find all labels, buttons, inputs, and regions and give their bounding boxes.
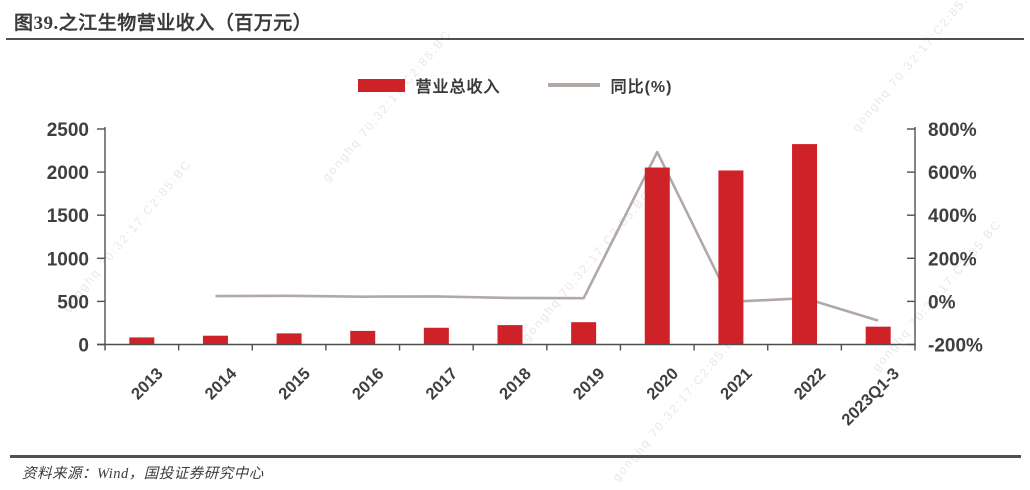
right-axis-label: 200% (928, 249, 977, 270)
x-axis-label-2022: 2022 (791, 365, 830, 404)
revenue-bar-2020 (644, 167, 670, 345)
left-axis-label: 1000 (47, 249, 89, 270)
right-axis-label: 600% (928, 163, 977, 184)
revenue-bar-2015 (276, 333, 302, 345)
left-axis-label: 0 (78, 336, 89, 357)
x-axis-label-2016: 2016 (349, 365, 388, 404)
x-axis-label-2017: 2017 (423, 365, 462, 404)
x-axis-label-2018: 2018 (496, 365, 535, 404)
revenue-bar-2014 (202, 335, 228, 345)
right-axis-label: -200% (928, 336, 983, 357)
legend: 营业总收入 同比(%) (0, 74, 1030, 96)
revenue-bar-2021 (718, 170, 744, 345)
revenue-bar-2017 (423, 327, 449, 345)
left-axis-label: 1500 (47, 206, 89, 227)
footer-rule (10, 455, 1021, 458)
revenue-bar-2019 (571, 322, 597, 345)
legend-line-label: 同比(%) (610, 79, 673, 96)
yoy-line (215, 150, 879, 322)
revenue-bar-2018 (497, 325, 523, 345)
revenue-bar-2013 (129, 337, 155, 345)
revenue-bar-2023Q1-3 (865, 326, 891, 345)
left-axis-label: 2000 (47, 163, 89, 184)
legend-bar-label: 营业总收入 (415, 79, 501, 96)
x-axis-label-2014: 2014 (202, 364, 241, 403)
x-axis-label-2020: 2020 (643, 365, 682, 404)
legend-bar-swatch (357, 78, 405, 92)
left-axis-label: 2500 (47, 120, 89, 141)
title-underline (6, 38, 1024, 40)
x-axis-label-2013: 2013 (128, 365, 167, 404)
x-axis-label-2023Q1-3: 2023Q1-3 (838, 365, 903, 430)
source-note: 资料来源：Wind，国投证券研究中心 (22, 466, 264, 482)
right-axis-label: 800% (928, 120, 977, 141)
chart-title: 图39.之江生物营业收入（百万元） (14, 13, 313, 34)
x-axis-label-2019: 2019 (570, 365, 609, 404)
left-axis-label: 500 (57, 292, 89, 313)
revenue-bar-2016 (350, 330, 376, 345)
revenue-bar-2022 (792, 144, 818, 345)
x-axis-label-2021: 2021 (717, 365, 756, 404)
legend-line-swatch (547, 83, 600, 87)
right-axis-label: 0% (928, 292, 956, 313)
right-axis-label: 400% (928, 206, 977, 227)
x-axis-label-2015: 2015 (275, 365, 314, 404)
